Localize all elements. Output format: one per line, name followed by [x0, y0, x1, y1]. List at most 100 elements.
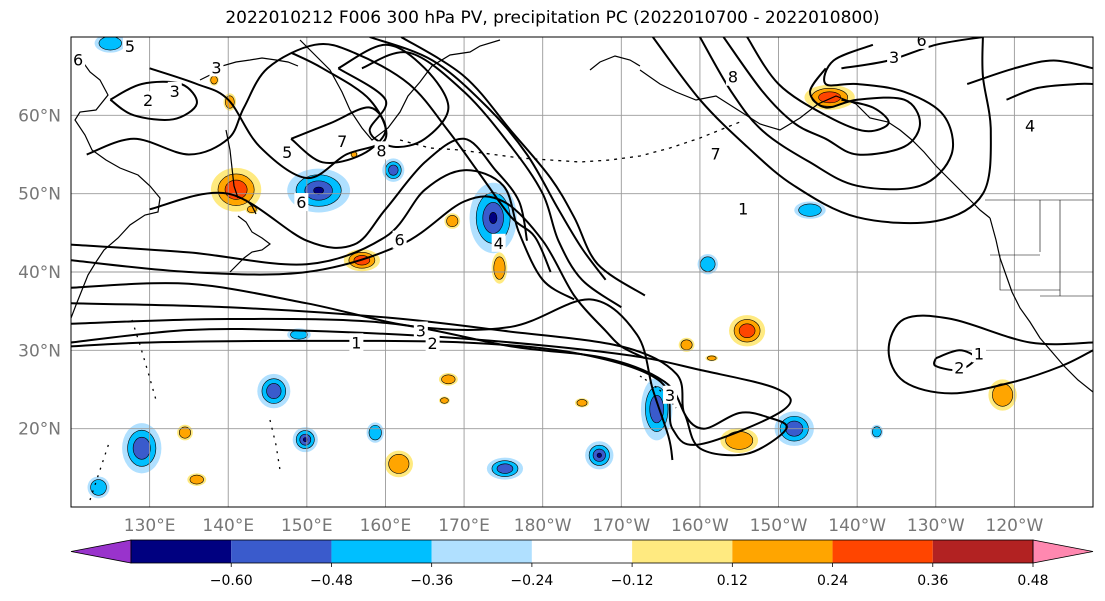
pv-contour-line: [400, 37, 646, 297]
longitude-label: 130°W: [907, 516, 965, 536]
longitude-label: 170°E: [438, 516, 490, 536]
contour-label: 4: [1025, 116, 1035, 135]
colorbar-max-extend: [1032, 539, 1094, 564]
precipitation-layer: [87, 37, 1017, 499]
longitude-label: 140°E: [202, 516, 254, 536]
contour-label-bg: [374, 141, 389, 160]
colorbar-tick-label: 0.24: [817, 573, 848, 589]
precip-cell: [574, 398, 590, 408]
precip-cell: [678, 337, 695, 352]
contour-label-bg: [167, 81, 182, 100]
colorbar-frame: [130, 539, 1034, 564]
precip-cell: [177, 424, 193, 441]
pv-contours: [71, 37, 1093, 461]
contour-label: 5: [125, 37, 135, 56]
contour-label: 6: [917, 31, 927, 50]
contour-label-bg: [952, 358, 967, 377]
colorbar-box: [732, 540, 833, 563]
pv-contour-line: [841, 37, 984, 70]
latitude-label: 60°N: [18, 106, 61, 126]
colorbar-tick-label: −0.36: [410, 573, 453, 589]
longitude-label: 130°E: [124, 516, 176, 536]
precip-level: [489, 212, 498, 224]
pv-contour-line: [71, 195, 646, 360]
coastline-sakhalin: [225, 129, 239, 199]
precip-level: [441, 374, 456, 385]
contour-label-bg: [1023, 116, 1038, 135]
precip-cell: [444, 213, 461, 229]
pv-contour-line: [149, 51, 388, 180]
precip-level: [496, 463, 514, 474]
contour-label: 3: [416, 322, 426, 341]
colorbar-box: [131, 540, 232, 563]
longitude-label: 160°W: [671, 516, 729, 536]
colorbar-tick-label: −0.12: [611, 573, 654, 589]
precip-level: [313, 186, 324, 195]
precip-cell: [384, 450, 413, 478]
pv-contour-line: [86, 43, 552, 273]
pv-contour-line: [71, 302, 788, 457]
latitude-label: 40°N: [18, 263, 61, 283]
longitude-label: 160°E: [360, 516, 412, 536]
latitude-label: 20°N: [18, 420, 61, 440]
contour-label-bg: [887, 48, 902, 67]
precip-cell: [729, 315, 766, 347]
contour-label: 6: [73, 51, 83, 70]
colorbar-tick-label: 0.36: [917, 573, 948, 589]
colorbar-box: [531, 540, 633, 563]
pv-contour-line: [337, 43, 450, 149]
map-frame: [70, 36, 1094, 508]
contour-label: 8: [376, 141, 386, 160]
latitude-label: 50°N: [18, 185, 61, 205]
coastline-pacific-islands: [89, 319, 281, 501]
longitude-label: 150°W: [750, 516, 808, 536]
colorbar-tick-label: −0.48: [310, 573, 353, 589]
contour-label-bg: [914, 37, 929, 49]
contour-label-bg: [708, 144, 723, 163]
pv-contour-line: [369, 37, 607, 281]
contour-label: 3: [889, 48, 899, 67]
precip-cell: [438, 396, 450, 405]
precip-level: [189, 474, 204, 485]
precip-cell: [382, 158, 405, 182]
longitude-label: 180°W: [514, 516, 572, 536]
longitude-label: 120°W: [986, 516, 1044, 536]
contour-label: 1: [974, 344, 984, 363]
colorbar-box: [231, 540, 332, 563]
coastline-kamchatka: [299, 39, 501, 141]
precip-level: [388, 164, 399, 176]
precip-cell: [697, 253, 719, 275]
contour-label-bg: [335, 131, 350, 150]
precip-cell: [491, 252, 508, 284]
precip-cell: [438, 373, 458, 386]
precip-cell: [292, 427, 318, 453]
pv-contour-line: [966, 59, 1093, 85]
colorbar-tick-label: −0.60: [210, 573, 253, 589]
colorbar-box: [431, 540, 532, 563]
contour-label-bg: [141, 91, 156, 110]
contour-label: 2: [428, 334, 438, 353]
contour-label: 2: [954, 358, 964, 377]
pv-contour-line: [1006, 82, 1093, 101]
contour-label: 2: [143, 91, 153, 110]
precip-level: [871, 426, 882, 438]
precip-cell: [705, 355, 719, 362]
precip-level: [440, 397, 449, 404]
contour-label: 4: [494, 234, 504, 253]
contour-label: 3: [665, 386, 675, 405]
coastline-asia: [71, 57, 161, 319]
pv-contour-line: [71, 282, 674, 461]
precip-level: [576, 399, 588, 407]
map-title: 2022010212 F006 300 hPa PV, precipitatio…: [225, 8, 880, 28]
colorbar-box: [832, 540, 933, 563]
contour-label-bg: [71, 50, 86, 69]
contour-label-bg: [972, 344, 987, 363]
contour-label: 7: [337, 132, 347, 151]
precip-cell: [187, 473, 207, 486]
contour-label: 1: [738, 199, 748, 218]
precip-cell: [486, 457, 524, 480]
colorbar-box: [932, 540, 1033, 563]
longitude-label: 150°E: [281, 516, 333, 536]
